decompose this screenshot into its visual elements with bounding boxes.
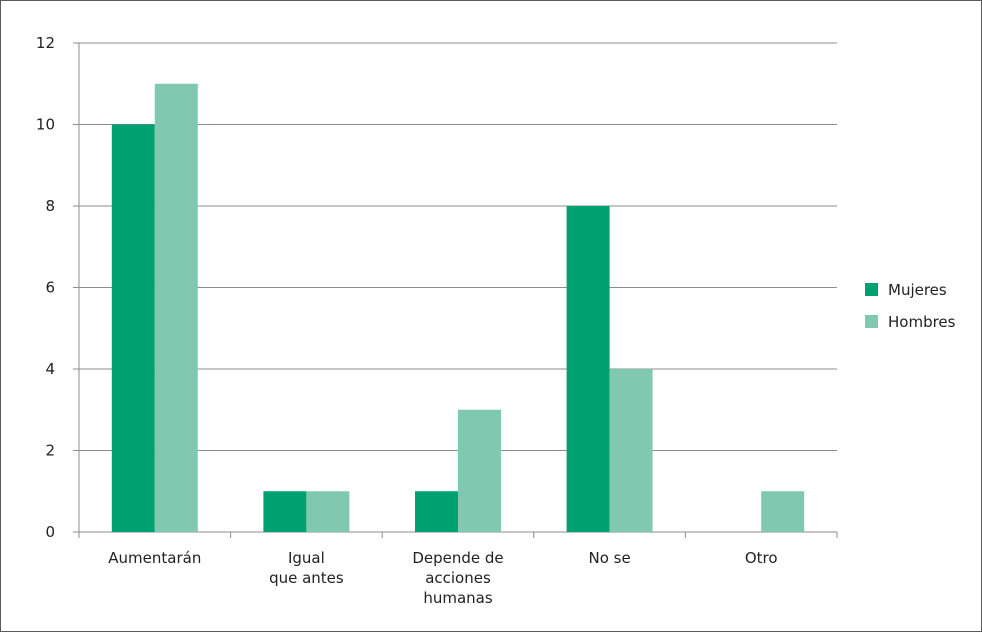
legend-label-mujeres: Mujeres [888, 281, 947, 299]
x-tick-label: Depende de [412, 549, 503, 567]
y-tick-label: 8 [45, 197, 55, 215]
legend-swatch-hombres [865, 315, 878, 328]
bar-hombres [154, 83, 198, 532]
bar-mujeres [566, 206, 610, 532]
x-tick-label: humanas [423, 589, 493, 607]
y-tick-label: 0 [45, 523, 55, 541]
legend-label-hombres: Hombres [888, 313, 956, 331]
x-tick-label: No se [588, 549, 630, 567]
y-tick-label: 10 [36, 116, 55, 134]
x-tick-label: que antes [269, 569, 344, 587]
bar-hombres [609, 369, 653, 532]
bar-mujeres [111, 124, 155, 532]
bar-hombres [306, 491, 350, 532]
bar-hombres [458, 409, 501, 532]
x-tick-label: Aumentarán [108, 549, 201, 567]
x-tick-label: Otro [745, 549, 778, 567]
bar-hombres [761, 491, 805, 532]
legend-swatch-mujeres [865, 283, 878, 296]
bar-mujeres [263, 491, 307, 532]
x-tick-label: Igual [288, 549, 325, 567]
bar-mujeres [415, 491, 458, 532]
y-tick-label: 2 [45, 442, 55, 460]
y-tick-label: 4 [45, 360, 55, 378]
x-tick-label: acciones [425, 569, 491, 587]
y-tick-label: 12 [36, 34, 55, 52]
y-tick-label: 6 [45, 279, 55, 297]
